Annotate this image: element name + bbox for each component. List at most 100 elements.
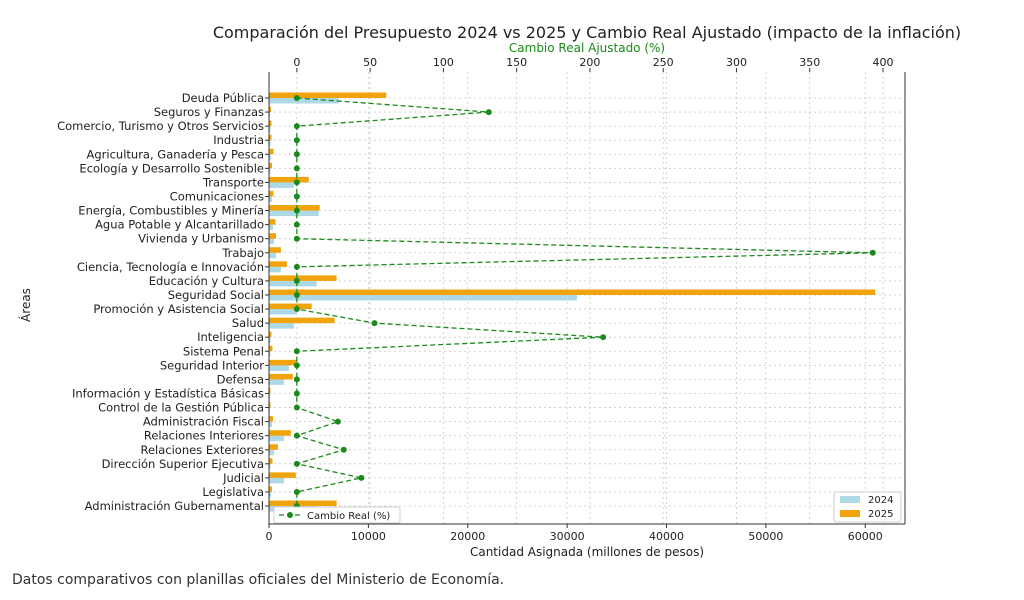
legend-2024-label: 2024: [868, 495, 893, 506]
bar-2025: [269, 317, 335, 324]
bar-2024: [269, 449, 274, 456]
x-tick-label: 40000: [649, 530, 684, 543]
x2-tick-label: 300: [726, 56, 747, 69]
category-label: Seguridad Social: [168, 288, 264, 302]
cambio-real-point: [293, 362, 300, 369]
cambio-real-point: [293, 306, 300, 313]
x-axis-label: Cantidad Asignada (millones de pesos): [470, 545, 704, 559]
bar-2025: [269, 148, 274, 155]
legend-cambio-box: [273, 506, 401, 524]
category-label: Agricultura, Ganadería y Pesca: [87, 147, 265, 161]
bar-2025: [269, 444, 278, 450]
bar-2024: [269, 224, 273, 231]
cambio-real-point: [340, 446, 347, 453]
bar-2025: [269, 176, 309, 183]
category-label: Industria: [213, 133, 264, 147]
category-label: Energía, Combustibles y Minería: [78, 204, 264, 218]
bar-2024: [269, 280, 317, 287]
bar-2024: [269, 491, 271, 498]
legend-2025-swatch: [840, 510, 860, 517]
cambio-real-point: [293, 95, 300, 101]
category-label: Control de la Gestión Pública: [98, 401, 264, 415]
cambio-real-point: [334, 418, 341, 425]
bar-2025: [269, 233, 276, 239]
bar-2024: [269, 309, 297, 315]
category-label: Judicial: [222, 471, 264, 485]
bar-2025: [269, 486, 272, 492]
category-label: Educación y Cultura: [149, 274, 264, 288]
category-label: Defensa: [217, 372, 264, 386]
bar-2025: [269, 190, 274, 197]
cambio-real-point: [293, 151, 300, 158]
cambio-real-point: [293, 348, 300, 355]
cambio-real-point: [293, 460, 300, 467]
bar-2025: [269, 402, 271, 408]
cambio-real-point: [293, 179, 300, 186]
bar-2025: [269, 373, 293, 380]
bar-2024: [269, 210, 319, 217]
bar-2024: [269, 379, 284, 385]
cambio-real-point: [293, 488, 300, 495]
cambio-real-line: [294, 97, 873, 507]
x-tick-label: 20000: [450, 530, 485, 543]
y-axis-label: Áreas: [18, 288, 33, 322]
bar-2024: [269, 140, 271, 146]
bar-2024: [269, 252, 276, 259]
cambio-real-point: [293, 376, 300, 383]
bar-2024: [269, 196, 272, 202]
category-label: Sistema Penal: [183, 344, 264, 358]
top-axis-label: Cambio Real Ajustado (%): [509, 41, 665, 55]
cambio-real-point: [600, 334, 607, 341]
bar-2025: [269, 500, 337, 507]
bar-2024: [269, 421, 272, 428]
x2-tick-label: 50: [363, 56, 377, 69]
x-tick-label: 60000: [848, 530, 883, 543]
x-tick-label: 0: [266, 530, 273, 543]
category-label: Promoción y Asistencia Social: [93, 302, 264, 316]
category-label: Información y Estadística Básicas: [72, 386, 264, 400]
bar-2025: [269, 416, 273, 422]
bar-2024: [269, 435, 284, 442]
category-label: Administración Fiscal: [143, 415, 264, 429]
category-label: Seguridad Interior: [160, 358, 264, 372]
legend-cambio-marker: [287, 512, 293, 518]
cambio-real-point: [293, 207, 300, 214]
category-label: Relaciones Interiores: [144, 429, 264, 443]
category-label: Relaciones Exteriores: [140, 443, 264, 457]
category-label: Legislativa: [202, 485, 264, 499]
bar-2025: [269, 106, 271, 113]
category-label: Agua Potable y Alcantarillado: [95, 218, 264, 232]
bar-2024: [269, 126, 271, 132]
cambio-real-point: [485, 109, 492, 116]
cambio-real-point: [293, 277, 300, 284]
bar-2024: [269, 168, 271, 174]
cambio-real-point: [293, 235, 300, 242]
category-label: Seguros y Finanzas: [154, 105, 264, 119]
bar-2024: [269, 182, 294, 188]
bar-2024: [269, 463, 271, 470]
category-label: Ecología y Desarrollo Sostenible: [79, 161, 264, 175]
bar-2025: [269, 345, 273, 352]
bar-2025: [269, 430, 291, 436]
cambio-real-point: [293, 193, 300, 200]
category-label: Deuda Pública: [182, 91, 264, 105]
category-label: Dirección Superior Ejecutiva: [102, 457, 264, 471]
bar-2025: [269, 289, 876, 295]
bar-2025: [269, 219, 276, 225]
bar-2024: [269, 351, 271, 357]
cambio-real-point: [293, 432, 300, 439]
cambio-real-point: [293, 291, 300, 298]
category-label: Comercio, Turismo y Otros Servicios: [57, 119, 264, 133]
category-label: Ciencia, Tecnología e Innovación: [77, 260, 264, 274]
cambio-real-point: [293, 123, 300, 130]
x2-tick-label: 350: [799, 56, 820, 69]
bar-2024: [269, 98, 339, 104]
cambio-real-point: [293, 221, 300, 228]
cambio-real-point: [371, 320, 378, 327]
x-tick-label: 10000: [351, 530, 386, 543]
bar-2025: [269, 331, 272, 338]
bar-2024: [269, 294, 578, 301]
cambio-real-point: [293, 263, 300, 270]
x-tick-label: 50000: [748, 530, 783, 543]
